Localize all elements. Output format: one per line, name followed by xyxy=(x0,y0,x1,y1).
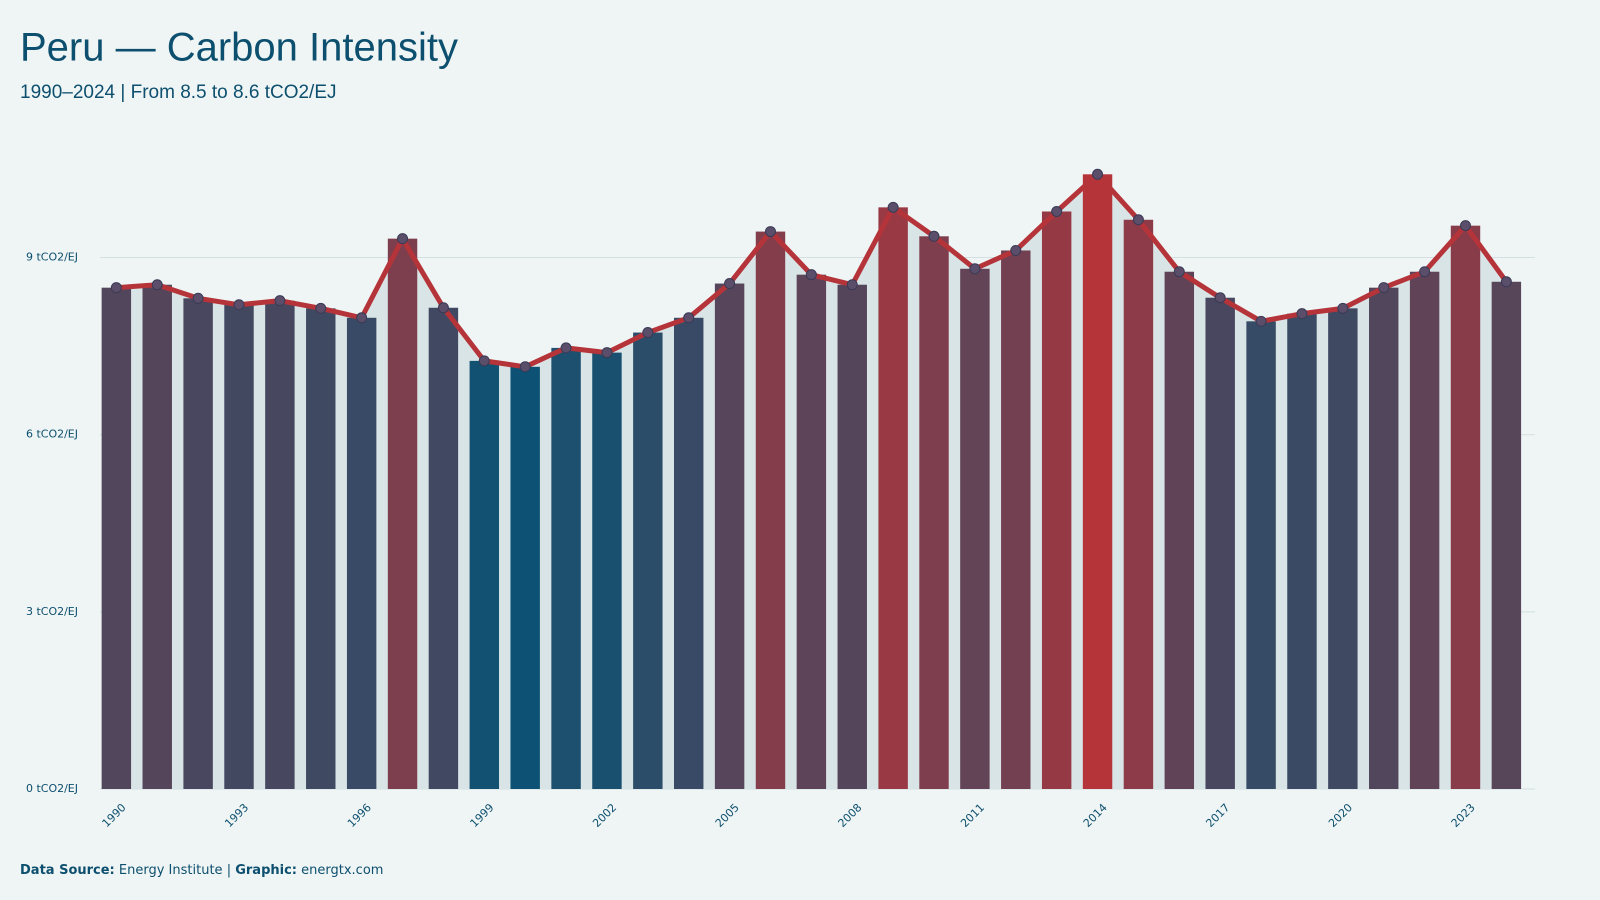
bar xyxy=(346,317,377,789)
point xyxy=(1214,292,1226,304)
x-tick-label: 2011 xyxy=(958,801,987,830)
bar xyxy=(510,366,540,789)
point xyxy=(478,355,490,367)
bar xyxy=(1409,271,1440,789)
point xyxy=(1419,266,1431,278)
point xyxy=(151,279,163,291)
x-tick-label: 2008 xyxy=(836,801,865,830)
point xyxy=(1459,220,1471,232)
point xyxy=(1378,282,1390,294)
graphic: energtx.com xyxy=(301,863,383,878)
point xyxy=(1296,308,1308,320)
bar xyxy=(1287,313,1317,789)
graphic-label: Graphic: xyxy=(235,863,297,878)
x-tick-label: 1990 xyxy=(100,801,129,830)
chart-subtitle: 1990–2024 | From 8.5 to 8.6 tCO2/EJ xyxy=(20,82,337,103)
bar xyxy=(633,332,663,789)
x-tick-label: 2002 xyxy=(590,801,619,830)
y-tick-label: 9 tCO2/EJ xyxy=(26,251,78,264)
x-tick-label: 1996 xyxy=(345,801,374,830)
bar xyxy=(265,300,295,789)
x-tick-label: 1993 xyxy=(222,801,251,830)
point xyxy=(356,312,368,324)
y-tick-label: 6 tCO2/EJ xyxy=(26,428,78,441)
bar xyxy=(469,360,500,789)
point xyxy=(274,295,286,307)
bar xyxy=(960,268,990,789)
source-label: Data Source: xyxy=(20,863,115,878)
bar xyxy=(183,298,213,789)
source: Energy Institute xyxy=(119,863,223,878)
separator: | xyxy=(227,863,231,878)
point xyxy=(1051,205,1063,217)
point xyxy=(315,302,327,314)
bar xyxy=(387,238,418,789)
bar xyxy=(428,307,459,789)
bar xyxy=(755,231,786,789)
bar xyxy=(1041,211,1072,789)
point xyxy=(1255,315,1267,327)
y-tick-label: 0 tCO2/EJ xyxy=(26,782,78,795)
bar xyxy=(796,274,827,790)
bar xyxy=(1205,297,1235,789)
bar xyxy=(1001,250,1031,789)
point xyxy=(1132,214,1144,226)
bar xyxy=(306,308,336,789)
footer: Data Source: Energy Institute | Graphic:… xyxy=(20,863,383,878)
bar xyxy=(1369,287,1399,789)
x-tick-label: 2005 xyxy=(713,801,742,830)
bar xyxy=(1246,321,1276,789)
point xyxy=(724,278,736,290)
bar xyxy=(1123,219,1154,790)
y-tick-label: 3 tCO2/EJ xyxy=(26,605,78,618)
point xyxy=(1010,244,1022,256)
bar xyxy=(142,284,172,789)
bar xyxy=(592,352,622,789)
point xyxy=(642,327,654,339)
bar xyxy=(837,284,867,789)
point xyxy=(560,342,572,354)
point xyxy=(928,230,940,242)
point xyxy=(192,292,204,304)
bar xyxy=(1491,281,1522,789)
point xyxy=(764,226,776,238)
x-tick-label: 1999 xyxy=(468,801,497,830)
bar xyxy=(1082,174,1113,790)
bar xyxy=(674,317,704,789)
point xyxy=(397,233,409,245)
point xyxy=(437,302,449,314)
x-tick-label: 2020 xyxy=(1326,801,1355,830)
bar xyxy=(101,287,132,789)
point xyxy=(805,269,817,281)
point xyxy=(683,312,695,324)
x-tick-label: 2017 xyxy=(1203,801,1232,830)
point xyxy=(1173,266,1185,278)
point xyxy=(969,263,981,275)
point xyxy=(1337,302,1349,314)
bar xyxy=(919,236,949,790)
bar xyxy=(1164,271,1195,789)
bar xyxy=(224,304,254,789)
x-tick-label: 2014 xyxy=(1081,801,1110,830)
x-tick-label: 2023 xyxy=(1449,801,1478,830)
point xyxy=(110,282,122,294)
point xyxy=(846,279,858,291)
bar xyxy=(1450,225,1481,790)
point xyxy=(233,299,245,311)
bar xyxy=(878,207,908,790)
point xyxy=(887,201,899,213)
chart-title: Peru — Carbon Intensity xyxy=(20,26,458,70)
point xyxy=(519,361,531,373)
point xyxy=(601,347,613,359)
bar xyxy=(1328,308,1358,789)
bar xyxy=(714,283,745,789)
point xyxy=(1092,168,1104,180)
bar xyxy=(551,347,581,789)
point xyxy=(1500,276,1512,288)
